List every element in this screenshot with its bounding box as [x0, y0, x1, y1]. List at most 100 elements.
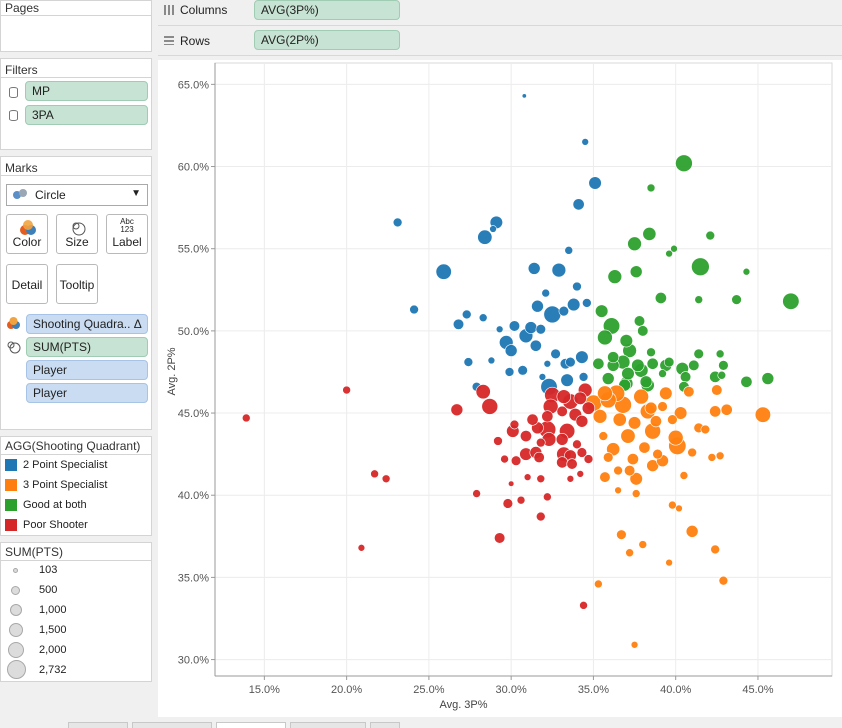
y-tick-label: 55.0% — [178, 244, 209, 256]
data-point — [573, 391, 587, 405]
color-legend-rule — [1, 454, 151, 455]
color-button[interactable]: Color — [6, 214, 48, 254]
mark-type-icon-2 — [19, 189, 27, 197]
data-point — [599, 471, 611, 483]
size-legend-label: 103 — [39, 564, 58, 576]
data-point — [435, 263, 452, 280]
mark-type-dropdown[interactable]: Circle ▼ — [6, 184, 148, 206]
data-point — [668, 500, 677, 510]
color-field-pill[interactable]: Shooting Quadra.. Δ — [26, 314, 148, 334]
data-point — [543, 305, 562, 324]
data-point — [659, 386, 673, 400]
label-button[interactable]: Abc 123 Label — [106, 214, 148, 254]
data-point — [621, 366, 635, 381]
y-axis-label: Avg. 2P% — [166, 347, 178, 395]
size-button[interactable]: Size — [56, 214, 98, 254]
sheet-tab[interactable] — [68, 722, 128, 728]
data-point — [687, 447, 697, 458]
data-point — [572, 439, 582, 450]
data-point — [679, 371, 692, 383]
sheet-tab[interactable] — [370, 722, 400, 728]
data-point — [626, 453, 639, 466]
data-point — [494, 532, 506, 544]
detail-field-pill-player[interactable]: Player — [26, 360, 148, 380]
color-legend[interactable]: AGG(Shooting Quadrant) 2 Point Specialis… — [0, 436, 152, 536]
sheet-tab[interactable] — [132, 722, 212, 728]
size-legend-label: 2,732 — [39, 664, 67, 676]
rows-pill[interactable]: AVG(2P%) — [254, 30, 400, 50]
data-point — [370, 469, 379, 479]
scatter-plot[interactable]: 15.0% 20.0% 25.0% 30.0% 35.0% 40.0% 45.0% 30.0%… — [158, 60, 842, 717]
rows-shelf[interactable]: Rows AVG(2P%) — [158, 30, 842, 52]
data-point — [566, 475, 575, 483]
legend-swatch — [5, 499, 17, 511]
data-point — [665, 249, 673, 258]
data-point — [638, 540, 648, 549]
mark-type-value: Circle — [35, 188, 66, 202]
columns-pill[interactable]: AVG(3P%) — [254, 0, 400, 20]
size-button-label: Size — [65, 235, 89, 249]
color-button-label: Color — [12, 235, 42, 249]
data-point — [613, 465, 623, 476]
filter-pill-mp[interactable]: MP — [25, 81, 148, 101]
shelf-divider — [158, 25, 842, 26]
filter-pill-3pa[interactable]: 3PA — [25, 105, 148, 125]
marks-title-rule — [1, 175, 151, 176]
data-point — [663, 356, 675, 368]
data-point — [581, 138, 589, 146]
data-point — [619, 334, 633, 348]
detail-button[interactable]: Detail — [6, 264, 48, 304]
label-icon-top: Abc — [120, 217, 134, 226]
data-point — [598, 431, 609, 441]
data-point — [731, 294, 742, 305]
data-point — [565, 356, 576, 368]
y-tick-label: 45.0% — [178, 408, 209, 420]
data-point — [535, 324, 546, 335]
data-point — [472, 489, 481, 498]
legend-swatch — [5, 459, 17, 471]
columns-shelf[interactable]: Columns AVG(3P%) — [158, 0, 842, 22]
marks-card[interactable]: Marks Circle ▼ Color Size Abc 123 Label … — [0, 156, 152, 430]
data-point — [693, 348, 704, 360]
shelf-divider-2 — [158, 55, 842, 56]
x-tick-label: 15.0% — [249, 684, 280, 696]
size-field-pill[interactable]: SUM(PTS) — [26, 337, 148, 357]
detail-button-label: Detail — [11, 278, 43, 292]
data-point — [715, 451, 725, 461]
tooltip-button-label: Tooltip — [59, 278, 95, 292]
x-axis-label: Avg. 3P% — [439, 699, 487, 711]
data-point — [754, 406, 771, 423]
data-point — [740, 375, 753, 388]
data-point — [556, 456, 569, 469]
pages-card[interactable]: Pages — [0, 0, 152, 52]
data-point — [694, 295, 704, 304]
data-point — [718, 360, 729, 371]
data-point — [475, 384, 491, 400]
tooltip-button[interactable]: Tooltip — [56, 264, 98, 304]
data-point — [566, 458, 578, 470]
data-point — [520, 430, 532, 443]
data-point — [709, 405, 722, 418]
data-point — [556, 405, 568, 417]
data-point — [624, 464, 636, 477]
data-point — [670, 244, 678, 253]
sheet-tab[interactable] — [290, 722, 366, 728]
color-icon — [20, 220, 36, 235]
legend-label: Good at both — [23, 499, 87, 511]
size-legend[interactable]: SUM(PTS) 103 500 1,000 1,500 2,000 2,732 — [0, 542, 152, 682]
data-point — [508, 480, 515, 487]
data-point — [508, 320, 521, 332]
filters-card[interactable]: Filters MP 3PA — [0, 58, 152, 150]
sheet-tab-active[interactable] — [216, 722, 286, 728]
data-point — [543, 492, 552, 502]
database-icon — [9, 110, 18, 121]
data-point — [578, 372, 589, 382]
tooltip-field-pill-player[interactable]: Player — [26, 383, 148, 403]
data-point — [612, 412, 627, 427]
data-point — [644, 401, 658, 415]
data-point — [715, 349, 725, 359]
chart-view[interactable]: 15.0% 20.0% 25.0% 30.0% 35.0% 40.0% 45.0% 30.0%… — [158, 60, 842, 717]
data-point — [463, 357, 474, 367]
data-point — [556, 389, 572, 404]
data-point — [625, 548, 634, 558]
